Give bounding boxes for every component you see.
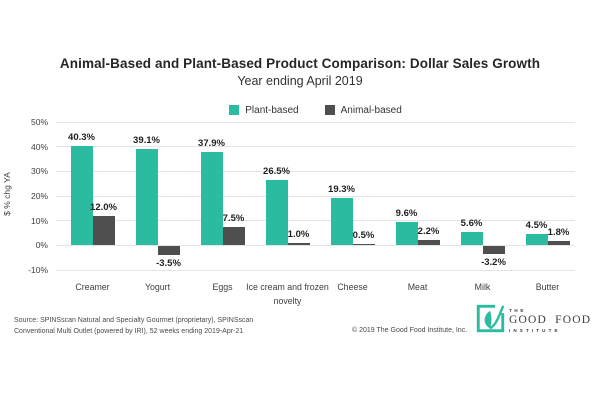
gridline <box>56 121 575 123</box>
bar-value-label: 1.0% <box>287 228 310 240</box>
bar-value-label: 37.9% <box>198 137 225 149</box>
x-category-label: Milk <box>474 282 491 292</box>
bar-value-label: 12.0% <box>90 201 117 213</box>
gfi-wordmark-goodfood: GOOD FOOD <box>509 314 592 326</box>
plot-area: 40.3% 12.0% 39.1% -3.5% 37.9% 7.5% 26.5% 1.0% 19… <box>56 121 575 271</box>
bar-value-label: -3.5% <box>156 257 181 269</box>
bar-value-label: 9.6% <box>395 207 418 219</box>
legend-label-plant-based: Plant-based <box>245 104 299 116</box>
legend-item-animal-based: Animal-based <box>324 104 402 116</box>
good-food-institute-logo: THE GOOD FOOD INSTITUTE <box>476 304 591 338</box>
gridline <box>56 170 575 172</box>
bar-value-label: -3.2% <box>481 257 506 269</box>
bar-animal-based-creamer <box>92 215 115 246</box>
chart-subtitle: Year ending April 2019 <box>237 74 363 88</box>
bar-animal-based-meat <box>417 239 440 246</box>
bar-animal-based-milk <box>482 246 505 255</box>
bar-value-label: 2.2% <box>417 225 440 237</box>
y-tick-label: 40% <box>30 141 48 152</box>
bar-plant-based-creamer <box>70 145 93 246</box>
bar-animal-based-butter <box>547 240 570 246</box>
x-category-label: Creamer <box>75 282 110 292</box>
source-note: Source: SPINSscan Natural and Specialty … <box>14 317 254 335</box>
bar-animal-based-yogurt <box>157 246 180 255</box>
legend: Plant-based Animal-based <box>56 103 575 117</box>
copyright-text: © 2019 The Good Food Institute, Inc. <box>352 327 468 334</box>
bar-value-label: 39.1% <box>133 134 160 146</box>
bar-value-label: 1.8% <box>547 226 570 238</box>
gridline <box>56 146 575 148</box>
gridline <box>56 220 575 222</box>
legend-item-plant-based: Plant-based <box>229 104 299 116</box>
x-category-label: Butter <box>535 282 560 292</box>
bar-value-label: 7.5% <box>222 212 245 224</box>
bar-plant-based-ice-cream-and-frozen-novelty <box>265 179 288 246</box>
gfi-wordmark-the: THE <box>509 307 526 313</box>
bar-plant-based-yogurt <box>135 148 158 246</box>
bar-value-label: 5.6% <box>460 217 483 229</box>
legend-label-animal-based: Animal-based <box>340 104 402 116</box>
x-category-label: Yogurt <box>144 282 171 292</box>
x-category-label: Eggs <box>212 282 233 292</box>
bar-plant-based-butter <box>525 234 548 246</box>
bar-plant-based-eggs <box>200 151 223 246</box>
x-category-label: Meat <box>407 282 428 292</box>
bar-plant-based-milk <box>460 231 483 246</box>
gridline <box>56 195 575 197</box>
y-axis-label: $ % chg YA <box>2 172 12 216</box>
bar-value-label: 40.3% <box>68 131 95 143</box>
bar-animal-based-eggs <box>222 226 245 246</box>
gridline <box>56 244 575 246</box>
x-category-label: Ice cream and frozen novelty <box>246 282 329 306</box>
x-axis-categories: Creamer Yogurt Eggs Ice cream and frozen no… <box>0 280 600 310</box>
y-tick-label: 10% <box>30 215 48 226</box>
bar-value-label: 4.5% <box>525 220 548 232</box>
animal-based-swatch <box>324 105 335 115</box>
gfi-wordmark-institute: INSTITUTE <box>509 327 561 333</box>
bar-plant-based-meat <box>395 221 418 246</box>
bar-animal-based-ice-cream-and-frozen-novelty <box>287 242 310 246</box>
plant-based-swatch <box>229 105 240 115</box>
bar-value-label: 19.3% <box>328 183 355 195</box>
y-tick-label: 30% <box>30 166 48 177</box>
gfi-leaf-icon <box>476 304 505 338</box>
y-tick-label: 0% <box>35 240 48 251</box>
y-tick-label: 20% <box>30 191 48 201</box>
bar-plant-based-cheese <box>330 197 353 246</box>
bar-animal-based-cheese <box>352 244 375 246</box>
bar-value-label: 26.5% <box>263 165 290 177</box>
x-category-label: Cheese <box>337 282 368 292</box>
gridline <box>56 269 575 271</box>
bar-value-label: 0.5% <box>352 230 375 242</box>
y-tick-label: 50% <box>30 117 48 127</box>
gfi-wordmark: THE GOOD FOOD INSTITUTE <box>509 307 592 333</box>
y-tick-label: -10% <box>28 265 48 275</box>
chart-title: Animal-Based and Plant-Based Product Com… <box>59 56 541 71</box>
